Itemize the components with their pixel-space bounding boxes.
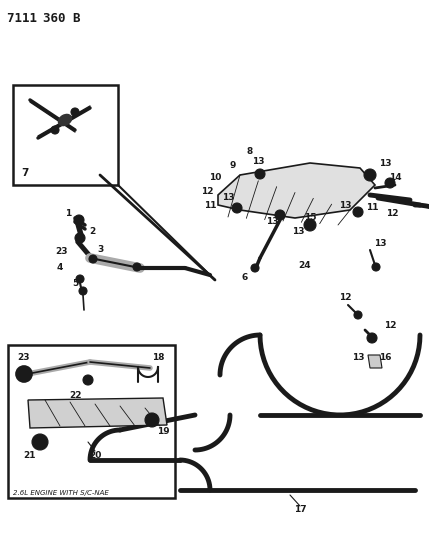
Polygon shape (368, 355, 382, 368)
Circle shape (71, 108, 79, 116)
Polygon shape (28, 398, 167, 428)
Text: 19: 19 (157, 427, 169, 437)
Circle shape (372, 263, 380, 271)
Text: 8: 8 (247, 148, 253, 157)
Text: 22: 22 (69, 391, 81, 400)
Circle shape (83, 375, 93, 385)
Circle shape (232, 203, 242, 213)
Circle shape (251, 264, 259, 272)
Text: 13: 13 (266, 216, 278, 225)
Polygon shape (218, 163, 375, 218)
Text: 3: 3 (97, 246, 103, 254)
Text: 21: 21 (24, 450, 36, 459)
Circle shape (74, 215, 84, 225)
Text: 2: 2 (89, 228, 95, 237)
Circle shape (75, 233, 85, 243)
Text: 4: 4 (57, 262, 63, 271)
Circle shape (76, 275, 84, 283)
Text: 12: 12 (384, 320, 396, 329)
Circle shape (353, 207, 363, 217)
Text: 23: 23 (56, 247, 68, 256)
Text: 12: 12 (339, 294, 351, 303)
Bar (13, 85, 118, 185)
Text: 10: 10 (209, 173, 221, 182)
Bar (8, 345, 175, 498)
Text: 12: 12 (386, 208, 398, 217)
Text: 13: 13 (379, 158, 391, 167)
Text: 24: 24 (299, 261, 311, 270)
Text: 15: 15 (304, 214, 316, 222)
Text: 12: 12 (201, 188, 213, 197)
Text: 13: 13 (339, 200, 351, 209)
Circle shape (304, 219, 316, 231)
Text: 13: 13 (222, 193, 234, 203)
Circle shape (145, 413, 159, 427)
Circle shape (367, 333, 377, 343)
Text: 360 B: 360 B (43, 12, 81, 25)
Text: 14: 14 (389, 173, 401, 182)
Circle shape (255, 169, 265, 179)
Text: 11: 11 (366, 204, 378, 213)
Text: 5: 5 (72, 279, 78, 287)
Text: 7: 7 (21, 168, 29, 178)
Text: 20: 20 (89, 450, 101, 459)
Circle shape (364, 169, 376, 181)
Text: 7111: 7111 (7, 12, 45, 25)
Text: 13: 13 (352, 353, 364, 362)
Circle shape (79, 287, 87, 295)
Text: 13: 13 (292, 228, 304, 237)
Circle shape (133, 263, 141, 271)
Circle shape (89, 255, 97, 263)
Text: 11: 11 (204, 200, 216, 209)
Circle shape (385, 178, 395, 188)
Circle shape (51, 126, 59, 134)
Text: 2.6L ENGINE WITH S/C-NAE: 2.6L ENGINE WITH S/C-NAE (13, 490, 109, 496)
Text: 16: 16 (379, 353, 391, 362)
Circle shape (354, 311, 362, 319)
Text: 13: 13 (374, 238, 386, 247)
Circle shape (32, 434, 48, 450)
Text: 13: 13 (252, 157, 264, 166)
Text: 9: 9 (230, 160, 236, 169)
Text: 1: 1 (65, 209, 71, 219)
Text: 18: 18 (152, 352, 164, 361)
Text: 23: 23 (18, 353, 30, 362)
Circle shape (275, 210, 285, 220)
Ellipse shape (58, 115, 72, 126)
Text: 17: 17 (294, 505, 306, 514)
Text: 6: 6 (242, 273, 248, 282)
Circle shape (16, 366, 32, 382)
